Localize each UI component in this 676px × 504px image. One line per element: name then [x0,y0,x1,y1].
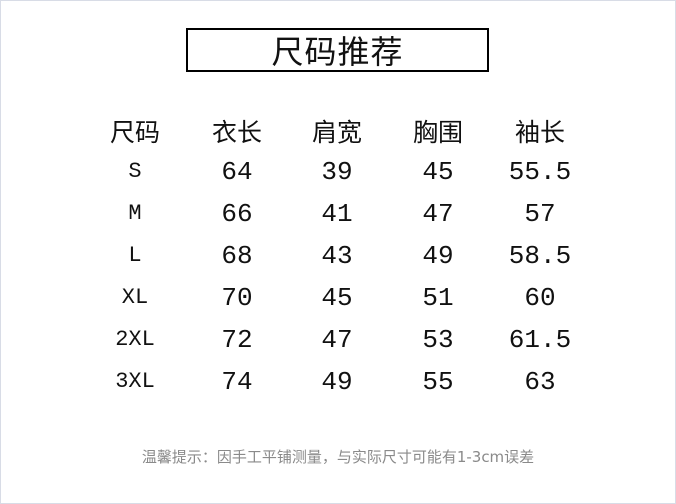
table-cell: 51 [422,283,454,313]
column-header: 袖长 [514,118,565,147]
table-cell: 45 [422,157,454,187]
table-cell: 60 [524,283,556,313]
table-cell: 58.5 [508,241,572,271]
table-cell: 53 [422,325,454,355]
size-label: M [128,201,142,226]
table-cell: 63 [524,367,556,397]
table-cell: 39 [321,157,353,187]
size-label: S [128,159,142,184]
table-cell: 66 [221,199,253,229]
table-cell: 74 [221,367,253,397]
table-cell: 49 [422,241,454,271]
table-cell: 70 [221,283,253,313]
size-label: XL [121,285,149,310]
table-cell: 64 [221,157,253,187]
table-cell: 61.5 [508,325,572,355]
table-cell: 43 [321,241,353,271]
column-header: 尺码 [109,118,160,147]
size-label: 3XL [115,369,155,394]
table-cell: 45 [321,283,353,313]
column-header: 衣长 [211,118,262,147]
table-cell: 47 [422,199,454,229]
table-cell: 41 [321,199,353,229]
size-label: 2XL [115,327,155,352]
table-cell: 55.5 [508,157,572,187]
measurement-note: 温馨提示：因手工平铺测量，与实际尺寸可能有1-3cm误差 [141,448,535,466]
column-header: 肩宽 [311,118,362,147]
column-header: 胸围 [412,118,463,147]
table-cell: 72 [221,325,253,355]
table-cell: 49 [321,367,353,397]
size-label: L [128,243,142,268]
table-cell: 47 [321,325,353,355]
page-title: 尺码推荐 [186,28,489,72]
table-cell: 68 [221,241,253,271]
table-cell: 57 [524,199,556,229]
title-text: 尺码推荐 [271,33,404,71]
table-cell: 55 [422,367,454,397]
